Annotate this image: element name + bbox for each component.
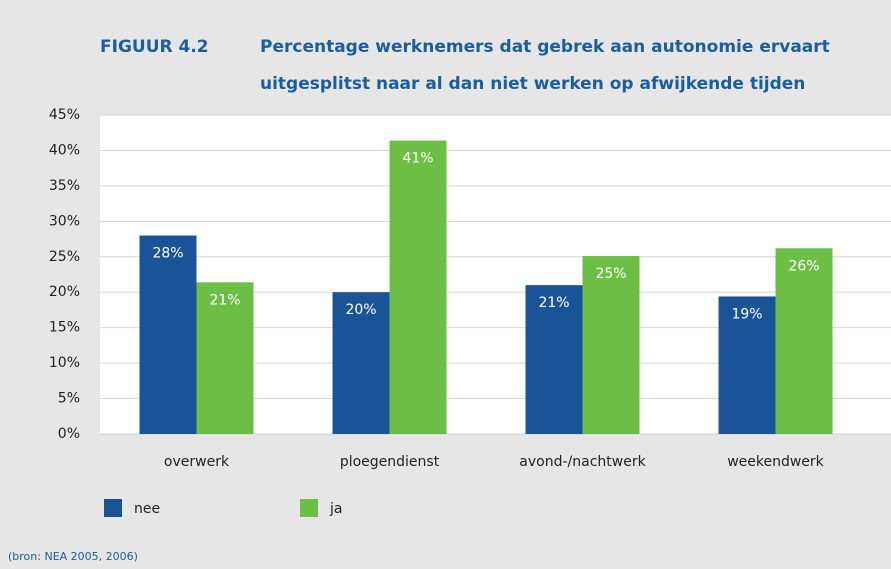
data-label: 21% xyxy=(538,295,569,311)
data-label: 41% xyxy=(402,151,433,167)
legend-label: nee xyxy=(134,501,160,517)
y-tick-label: 45% xyxy=(49,107,80,123)
data-label: 28% xyxy=(152,246,183,262)
y-tick-label: 30% xyxy=(49,213,80,229)
legend-label: ja xyxy=(329,501,342,517)
x-tick-label: overwerk xyxy=(164,454,230,470)
y-tick-label: 40% xyxy=(49,142,80,158)
y-tick-label: 15% xyxy=(49,320,80,336)
figure-label: FIGUUR 4.2 xyxy=(100,37,209,57)
bar xyxy=(139,235,197,434)
chart-title: Percentage werknemers dat gebrek aan aut… xyxy=(260,37,830,57)
chart-title: uitgesplitst naar al dan niet werken op … xyxy=(260,74,805,94)
data-label: 19% xyxy=(731,306,762,322)
y-tick-label: 10% xyxy=(49,355,80,371)
x-tick-label: avond-/nachtwerk xyxy=(519,454,646,470)
bar xyxy=(775,248,833,434)
bar xyxy=(525,285,583,434)
y-tick-label: 0% xyxy=(58,426,80,442)
x-tick-label: ploegendienst xyxy=(340,454,440,470)
bar xyxy=(196,282,254,434)
bar xyxy=(389,140,447,434)
y-tick-label: 5% xyxy=(58,391,80,407)
x-tick-label: weekendwerk xyxy=(727,454,824,470)
bar xyxy=(582,256,640,434)
y-tick-label: 20% xyxy=(49,284,80,300)
source: (bron: NEA 2005, 2006) xyxy=(8,550,138,563)
bar xyxy=(718,296,776,434)
y-tick-label: 35% xyxy=(49,178,80,194)
legend-swatch xyxy=(104,499,122,517)
data-label: 20% xyxy=(345,302,376,318)
bar xyxy=(332,292,390,434)
data-label: 21% xyxy=(209,292,240,308)
data-label: 25% xyxy=(595,266,626,282)
legend-swatch xyxy=(300,499,318,517)
y-tick-label: 25% xyxy=(49,249,80,265)
data-label: 26% xyxy=(788,258,819,274)
